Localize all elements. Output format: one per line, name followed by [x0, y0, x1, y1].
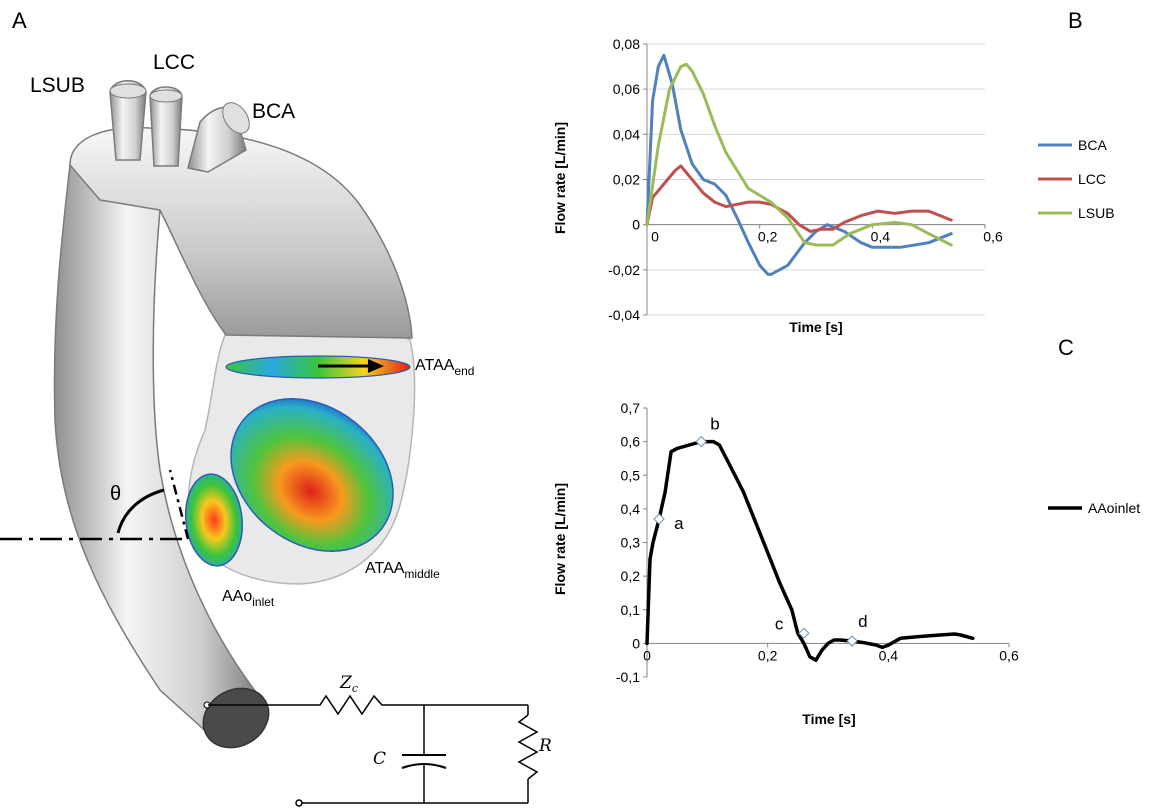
- x-tick-label: 0: [651, 229, 659, 245]
- chart-b-x-ticks: 0 0,2 0,4 0,6: [646, 224, 1003, 245]
- chart-c-legend: AAoinlet: [1048, 500, 1140, 516]
- chart-c-y-ticks: -0,1 0 0,1 0,2 0,3 0,4 0,5 0,6 0,7: [616, 400, 647, 685]
- panel-label-a: A: [12, 8, 27, 33]
- marker-label-b: b: [710, 415, 719, 434]
- legend-label-bca: BCA: [1078, 137, 1107, 153]
- chart-b-ylabel: Flow rate [L/min]: [552, 122, 568, 234]
- y-tick-label: -0,02: [608, 262, 640, 278]
- chart-b-legend: BCA LCC LSUB: [1038, 137, 1115, 221]
- chart-c-ylabel: Flow rate [L/min]: [552, 483, 568, 595]
- chart-branch-flow: -0,04 -0,02 0 0,02 0,04 0,06 0,08 0 0,2 0,4 0,6 B…: [552, 36, 1115, 335]
- section-label-inlet: AAoinlet: [222, 588, 275, 609]
- y-tick-label: 0,1: [621, 602, 641, 618]
- x-tick-label: 0,6: [983, 229, 1003, 245]
- x-tick-label: 0,4: [871, 229, 891, 245]
- legend-label-lcc: LCC: [1078, 171, 1106, 187]
- x-tick-label: 0,2: [758, 229, 778, 245]
- marker-point-b: [695, 435, 708, 448]
- chart-b-y-ticks: -0,04 -0,02 0 0,02 0,04 0,06 0,08: [608, 36, 647, 323]
- section-aao-inlet: [184, 473, 244, 567]
- x-tick-label: 0,2: [758, 647, 778, 663]
- chart-c-series: [645, 439, 975, 662]
- y-tick-label: 0,2: [621, 568, 641, 584]
- chart-c-axes: [646, 408, 1009, 677]
- resistor-zc: [305, 694, 400, 716]
- series-line-bca: [645, 53, 953, 276]
- marker-label-c: c: [775, 614, 784, 633]
- y-tick-label: 0,08: [613, 36, 640, 52]
- chart-b-xlabel: Time [s]: [789, 319, 842, 335]
- chart-b-series: [645, 53, 953, 276]
- aorta-illustration: [0, 80, 416, 749]
- circuit-label-r: R: [538, 736, 552, 756]
- y-tick-label: 0,04: [613, 126, 640, 142]
- series-line-lcc: [645, 164, 953, 233]
- x-tick-label: 0: [643, 647, 651, 663]
- section-label-end: ATAAend: [415, 357, 474, 378]
- x-tick-label: 0,6: [999, 647, 1019, 663]
- marker-label-a: a: [674, 514, 684, 533]
- vessel-label-bca: BCA: [252, 100, 295, 123]
- y-tick-label: -0,04: [608, 307, 640, 323]
- legend-label-lsub: LSUB: [1078, 205, 1115, 221]
- branch-lsub: [109, 80, 147, 161]
- x-tick-label: 0,4: [879, 647, 899, 663]
- branch-lcc: [149, 86, 183, 167]
- y-tick-label: 0,6: [621, 434, 641, 450]
- y-tick-label: 0,7: [621, 400, 641, 416]
- panel-label-c: C: [1058, 335, 1074, 360]
- marker-point-d: [846, 635, 858, 647]
- vessel-label-lcc: LCC: [153, 51, 195, 74]
- flow-arrow-icon: [368, 359, 384, 373]
- chart-c-xlabel: Time [s]: [802, 711, 855, 727]
- series-line-lsub: [645, 62, 953, 247]
- windkessel-circuit: [208, 694, 539, 807]
- marker-point-a: [653, 513, 665, 525]
- y-tick-label: 0,02: [613, 172, 640, 188]
- chart-c-x-ticks: 0 0,2 0,4 0,6: [643, 643, 1019, 663]
- marker-label-d: d: [858, 612, 867, 631]
- marker-point-c: [798, 627, 810, 639]
- vessel-label-lsub: LSUB: [30, 74, 85, 97]
- y-tick-label: 0,3: [621, 535, 641, 551]
- legend-label-aaoinlet: AAoinlet: [1088, 500, 1140, 516]
- resistor-r: [517, 714, 539, 780]
- y-tick-label: -0,1: [616, 669, 640, 685]
- section-atta-middle: [230, 398, 394, 552]
- circuit-label-c: C: [373, 749, 386, 769]
- panel-label-b: B: [1068, 8, 1083, 33]
- y-tick-label: 0,5: [621, 467, 641, 483]
- y-tick-label: 0,06: [613, 81, 640, 97]
- chart-c-markers: a b c d: [653, 415, 868, 647]
- series-line-aaoinlet: [645, 439, 975, 662]
- circuit-label-zc: Zc: [339, 673, 358, 695]
- section-label-middle: ATAAmiddle: [365, 560, 440, 581]
- y-tick-label: 0: [632, 635, 640, 651]
- angle-arc: [116, 488, 165, 534]
- angle-theta-label: θ: [110, 483, 121, 505]
- aortic-root-outlet: [202, 687, 270, 749]
- chart-inlet-flow: -0,100,10,20,30,40,50,60,7 0 0,2 0,4 0,6 ab…: [552, 400, 1140, 727]
- y-tick-label: 0: [632, 217, 640, 233]
- y-tick-label: 0,4: [621, 501, 641, 517]
